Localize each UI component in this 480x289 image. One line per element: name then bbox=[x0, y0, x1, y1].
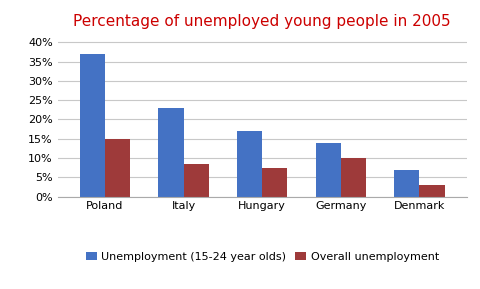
Bar bbox=[315, 142, 340, 197]
Title: Percentage of unemployed young people in 2005: Percentage of unemployed young people in… bbox=[73, 14, 450, 29]
Bar bbox=[419, 185, 444, 197]
Bar bbox=[237, 131, 262, 197]
Bar bbox=[80, 54, 105, 197]
Bar bbox=[183, 164, 208, 197]
Bar bbox=[105, 139, 130, 197]
Bar bbox=[262, 168, 287, 197]
Bar bbox=[340, 158, 365, 197]
Bar bbox=[158, 108, 183, 197]
Legend: Unemployment (15-24 year olds), Overall unemployment: Unemployment (15-24 year olds), Overall … bbox=[81, 247, 442, 266]
Bar bbox=[394, 170, 419, 197]
